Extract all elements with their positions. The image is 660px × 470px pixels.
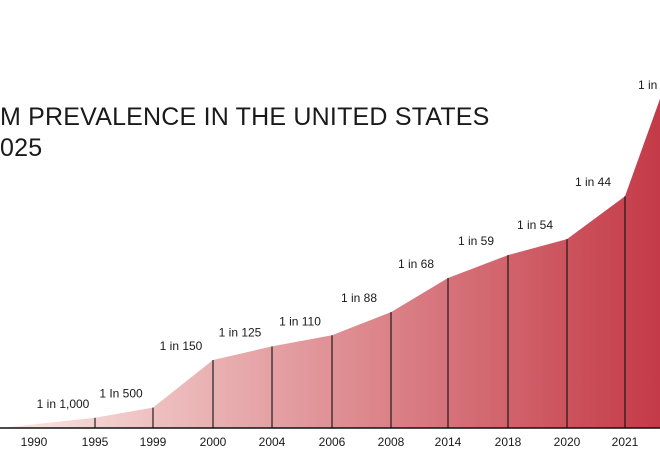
x-tick-label: 2000 — [200, 435, 227, 449]
x-tick-label: 2008 — [378, 435, 405, 449]
data-label: 1 in 44 — [575, 175, 611, 189]
x-tick-label: 2021 — [612, 435, 639, 449]
data-label: 1 In 500 — [99, 387, 143, 401]
chart-title-line-2: 025 — [0, 134, 43, 162]
x-tick-label: 2004 — [259, 435, 286, 449]
x-tick-label: 2020 — [554, 435, 581, 449]
data-label: 1 in 59 — [458, 234, 494, 248]
data-label: 1 in 88 — [341, 291, 377, 305]
data-label: 1 in 125 — [219, 325, 262, 339]
x-tick-label: 2006 — [319, 435, 346, 449]
data-label: 1 in — [638, 78, 657, 92]
data-label: 1 in 150 — [160, 339, 203, 353]
data-label: 1 in 68 — [398, 257, 434, 271]
data-label: 1 in 110 — [279, 314, 321, 328]
x-tick-label: 2018 — [495, 435, 522, 449]
x-tick-label: 1995 — [82, 435, 109, 449]
chart-title-line-1: M PREVALENCE IN THE UNITED STATES — [0, 103, 490, 131]
x-tick-label: 1990 — [21, 435, 48, 449]
data-label: 1 in 1,000 — [37, 397, 90, 411]
area-series — [0, 98, 660, 429]
x-tick-label: 2014 — [435, 435, 462, 449]
x-tick-label: 1999 — [140, 435, 167, 449]
data-label: 1 in 54 — [517, 218, 553, 232]
